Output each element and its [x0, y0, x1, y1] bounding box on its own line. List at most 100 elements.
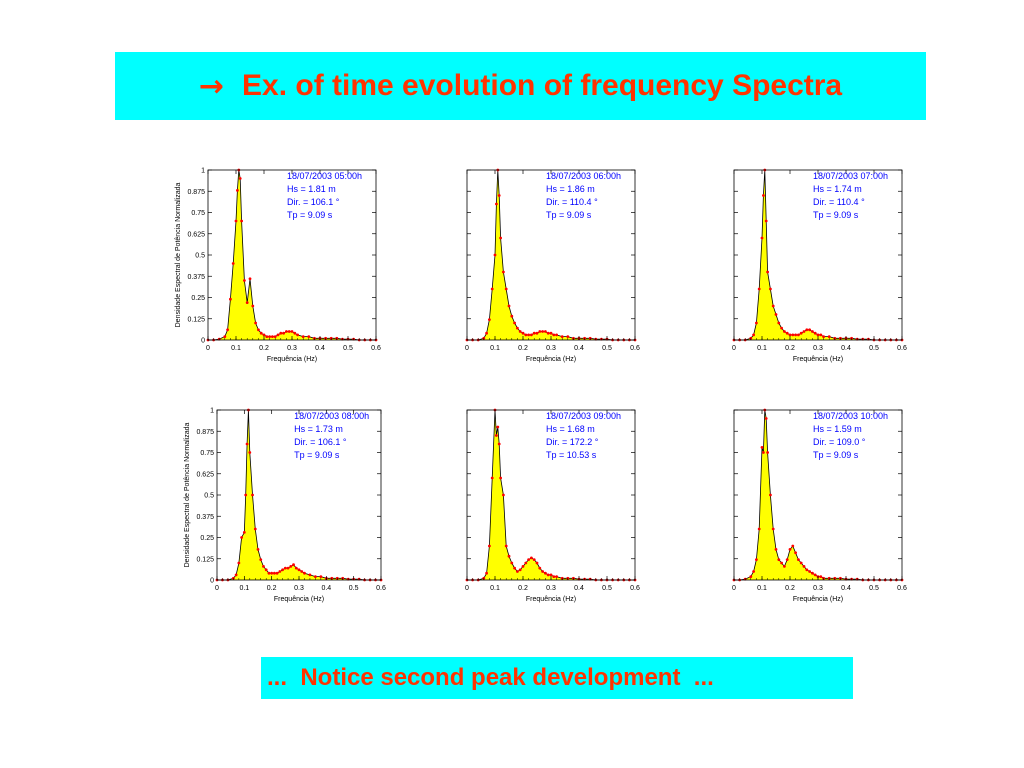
data-point [285, 330, 288, 333]
x-tick-label: 0.4 [315, 345, 325, 352]
data-point [774, 313, 778, 316]
data-point [785, 558, 789, 561]
x-axis-label: Frequência (Hz) [793, 596, 843, 603]
y-tick-label: 0.25 [191, 295, 205, 302]
spectrum-area [734, 410, 902, 580]
x-tick-label: 0.5 [602, 345, 612, 352]
data-point [229, 297, 232, 301]
data-point [496, 425, 500, 429]
y-tick-label: 1 [201, 168, 205, 175]
y-tick-label: 0 [210, 578, 214, 585]
data-point [752, 570, 755, 573]
data-point [805, 328, 809, 332]
data-point [278, 570, 282, 573]
x-tick-label: 0.2 [518, 585, 528, 592]
data-point [516, 326, 519, 330]
x-tick-label: 0.3 [546, 585, 556, 592]
data-point [771, 527, 775, 531]
data-point [544, 330, 547, 333]
annotation-line: 18/07/2003 05:00h [287, 171, 362, 181]
data-point [521, 565, 525, 568]
data-point [257, 328, 260, 332]
data-point [813, 331, 817, 335]
data-point [244, 493, 248, 497]
data-point [301, 335, 305, 338]
data-point [251, 304, 255, 308]
data-point [530, 333, 533, 337]
annotation-line: Hs = 1.81 m [287, 184, 336, 194]
annotation-line: Tp = 9.09 s [813, 210, 859, 220]
x-tick-label: 0.3 [813, 585, 823, 592]
data-point [259, 331, 263, 335]
spectrum-chart-0600: 0 0.1 0.2 0.3 0.4 0.5 0.6 Frequência (Hz) 18/07/… [465, 168, 640, 363]
x-tick-label: 0.2 [785, 585, 795, 592]
y-tick-label: 0.625 [196, 471, 214, 478]
data-point [240, 219, 243, 223]
data-point [524, 561, 528, 565]
data-point [267, 571, 271, 575]
x-tick-label: 0 [465, 585, 469, 592]
data-point [822, 335, 825, 338]
data-point [268, 335, 271, 338]
x-tick-label: 0.4 [841, 345, 851, 352]
data-point [755, 321, 758, 325]
data-point [296, 333, 299, 337]
spectrum-chart-0700: 0 0.1 0.2 0.3 0.4 0.5 0.6 Frequência (Hz) 18/07/… [732, 168, 907, 363]
data-point [485, 331, 488, 335]
data-point [499, 476, 502, 480]
data-point [236, 189, 239, 192]
x-tick-label: 0.3 [287, 345, 297, 352]
x-tick-label: 0.1 [490, 585, 500, 592]
y-tick-label: 0.25 [200, 535, 214, 542]
x-tick-label: 0.1 [490, 345, 500, 352]
x-tick-label: 0.1 [757, 345, 767, 352]
data-point [794, 333, 797, 337]
data-point [319, 575, 323, 578]
data-point [273, 571, 276, 575]
x-axis-label: Frequência (Hz) [526, 356, 576, 363]
data-point [788, 548, 792, 551]
data-point [275, 571, 279, 575]
spectrum-area [208, 170, 376, 340]
data-point [499, 236, 502, 240]
annotation-line: Hs = 1.73 m [294, 424, 343, 434]
x-tick-label: 0.1 [757, 585, 767, 592]
x-tick-label: 0.3 [294, 585, 304, 592]
data-point [307, 335, 311, 338]
data-point [752, 333, 755, 337]
x-axis-label: Frequência (Hz) [274, 596, 324, 603]
annotation-line: Tp = 10.53 s [546, 450, 597, 460]
data-point [530, 556, 533, 560]
spectrum-line [467, 409, 635, 581]
data-point [532, 331, 536, 335]
x-tick-label: 0 [732, 585, 736, 592]
data-point [769, 287, 772, 291]
data-point [283, 566, 287, 570]
y-tick-label: 0.125 [187, 316, 205, 323]
x-tick-label: 0 [215, 585, 219, 592]
y-tick-label: 0.5 [204, 493, 214, 500]
data-point [566, 335, 570, 338]
spectrum-chart-0500: 0 0.1 0.2 0.3 0.4 0.5 0.6 0 0.125 0.25 0.375 0.5 0.6… [175, 168, 381, 364]
annotation-line: Tp = 9.09 s [287, 210, 333, 220]
data-point [780, 561, 783, 565]
data-point [802, 565, 806, 568]
annotation-line: Hs = 1.74 m [813, 184, 862, 194]
data-point [265, 335, 269, 338]
note-banner: ... Notice second peak development ... [261, 657, 853, 699]
data-point [279, 331, 283, 335]
data-point [813, 573, 817, 577]
x-tick-label: 0.4 [574, 585, 584, 592]
data-point [783, 565, 786, 568]
data-point [294, 566, 298, 570]
x-tick-label: 0.5 [343, 345, 353, 352]
annotation-line: 18/07/2003 08:00h [294, 411, 369, 421]
data-point [297, 568, 301, 572]
x-tick-label: 0.4 [574, 345, 584, 352]
data-point [234, 219, 238, 223]
data-point [495, 434, 498, 437]
data-point [485, 571, 488, 575]
data-point [237, 561, 241, 565]
x-tick-label: 0.2 [518, 345, 528, 352]
data-point [300, 570, 304, 573]
